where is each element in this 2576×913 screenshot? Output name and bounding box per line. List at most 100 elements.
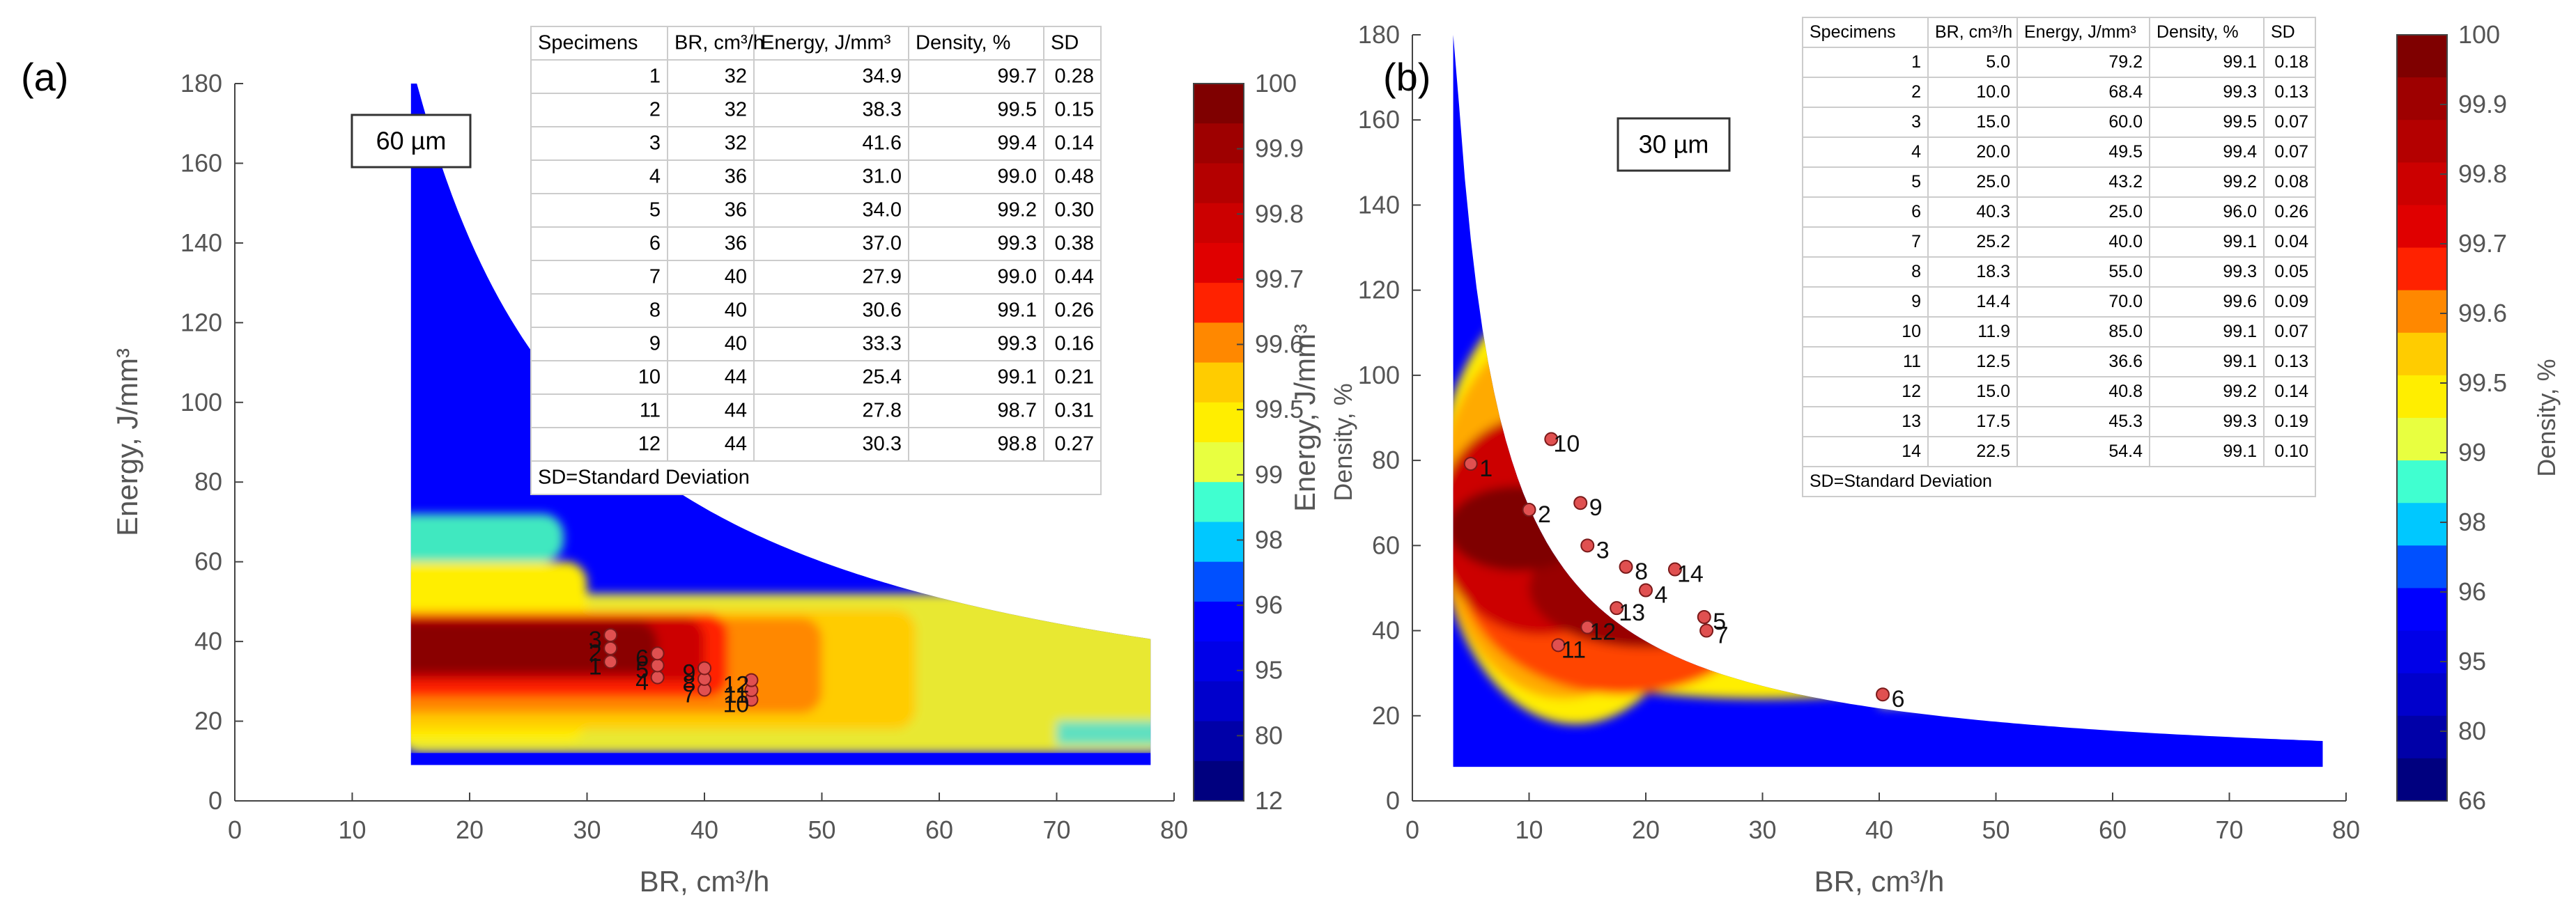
table-cell: 12.5 (1976, 352, 2010, 371)
x-tick-label: 30 (1748, 816, 1776, 844)
colorbar-label: Density, % (1329, 383, 1357, 501)
table-cell: 11.9 (1977, 322, 2010, 341)
data-point-label: 4 (635, 669, 649, 696)
colorbar-segment (1194, 522, 1244, 563)
specimen-table: Specimens BR, cm³/h Energy, J/mm³ Density, … (1802, 17, 2316, 497)
colorbar-segment (2397, 673, 2447, 717)
colorbar-segment (2397, 290, 2447, 334)
x-tick-label: 50 (1982, 816, 2010, 844)
table-cell: 0.08 (2274, 172, 2308, 192)
table-cell: 18.3 (1976, 262, 2010, 281)
colorbar-tick-label: 99.6 (1255, 330, 1304, 359)
colorbar-segment (2397, 77, 2447, 121)
data-point-label: 8 (683, 671, 696, 697)
y-tick-label: 160 (180, 148, 222, 177)
table-cell: 40.3 (1976, 202, 2010, 221)
table-cell: 0.21 (1055, 366, 1094, 389)
table-cell: 99.2 (2223, 172, 2257, 192)
table-cell: 44 (725, 366, 747, 389)
data-point (1667, 562, 1682, 577)
colorbar-segment (2397, 120, 2447, 164)
data-point-label: 10 (723, 692, 749, 718)
table-cell: 0.44 (1055, 266, 1094, 288)
table-header-cell: Energy, J/mm³ (2024, 22, 2136, 42)
colorbar-segment (1194, 442, 1244, 483)
data-point (650, 658, 665, 673)
colorbar-segment (2397, 503, 2447, 547)
layer-tag-box (1617, 117, 1731, 172)
table-cell: 5 (1911, 172, 1921, 192)
table-cell: 1 (649, 65, 661, 88)
table-cell: 99.7 (998, 65, 1037, 88)
table-cell: 40 (725, 333, 747, 355)
data-point-label: 8 (1635, 559, 1648, 585)
data-point-label: 14 (1677, 561, 1704, 588)
table-cell: 10 (638, 366, 661, 389)
table-cell: 0.19 (2274, 412, 2308, 431)
table-cell: 99.1 (2223, 52, 2257, 72)
colorbar-tick-label: 80 (1255, 721, 1283, 749)
colorbar-segment (1194, 203, 1244, 244)
colorbar-segment (2397, 247, 2447, 291)
data-point-label: 9 (683, 660, 696, 686)
panel-a: 0 10 20 30 40 50 60 70 8002040608010012014016018… (21, 26, 1357, 898)
data-point (1610, 601, 1624, 616)
colorbar-segment (2397, 205, 2447, 249)
colorbar-tick-label: 12 (1255, 786, 1283, 815)
colorbar-segment (2397, 418, 2447, 462)
data-point (1876, 687, 1890, 702)
colorbar-segment (2397, 162, 2447, 206)
y-tick-label: 40 (1372, 616, 1400, 645)
low-density-strip (1453, 749, 2323, 767)
colorbar-segment (1194, 242, 1244, 284)
table-cell: 99.1 (2223, 352, 2257, 371)
x-tick-label: 80 (2332, 816, 2360, 844)
x-axis-label: BR, cm³/h (640, 865, 770, 898)
table-cell: 30.6 (863, 299, 902, 322)
table-cell: 32 (725, 65, 747, 88)
colorbar-segment (1194, 760, 1244, 802)
x-tick-label: 40 (691, 816, 718, 844)
panel-label: (b) (1383, 55, 1430, 99)
table-cell: 10.0 (1976, 82, 2010, 102)
colorbar-segment (1194, 123, 1244, 164)
table-cell: 44 (725, 433, 747, 455)
table-cell: 32 (725, 132, 747, 155)
colorbar-segment (1194, 681, 1244, 722)
x-tick-label: 10 (338, 816, 366, 844)
data-point-label: 7 (1715, 623, 1729, 649)
colorbar-segment (2397, 332, 2447, 376)
table-cell: 14.4 (1976, 292, 2010, 311)
y-tick-label: 120 (1358, 276, 1400, 304)
table-footnote: SD=Standard Deviation (538, 467, 750, 489)
data-point-label: 3 (589, 627, 602, 653)
table-cell: 0.07 (2274, 322, 2308, 341)
data-point (1580, 538, 1595, 553)
colorbar-tick-label: 99.9 (2458, 90, 2507, 118)
colorbar-tick-label: 99 (1255, 460, 1283, 489)
data-point (650, 646, 665, 661)
table-cell: 27.8 (863, 400, 902, 422)
data-point-label: 6 (1892, 686, 1905, 712)
table-cell: 99.3 (998, 233, 1037, 255)
layer-tag-label: 30 µm (1639, 130, 1709, 159)
colorbar-frame (1193, 83, 1244, 802)
colorbar-segment (1194, 84, 1244, 125)
y-tick-label: 0 (208, 786, 222, 815)
data-point-label: 12 (1589, 619, 1616, 646)
table-header-cell: BR, cm³/h (674, 32, 764, 54)
table-cell: 98.8 (998, 433, 1037, 455)
colorbar-tick-label: 100 (2458, 20, 2500, 49)
data-point-label: 13 (1619, 600, 1645, 626)
x-tick-label: 40 (1865, 816, 1893, 844)
table-header-cell: BR, cm³/h (1935, 22, 2012, 42)
table-cell: 99.3 (2223, 412, 2257, 431)
table-cell: 13 (1902, 412, 1921, 431)
table-cell: 0.13 (2274, 82, 2308, 102)
y-tick-label: 180 (180, 69, 222, 97)
y-tick-label: 60 (1372, 531, 1400, 559)
table-cell: 6 (1911, 202, 1921, 221)
table-cell: 7 (1911, 232, 1921, 251)
data-point (650, 670, 665, 685)
